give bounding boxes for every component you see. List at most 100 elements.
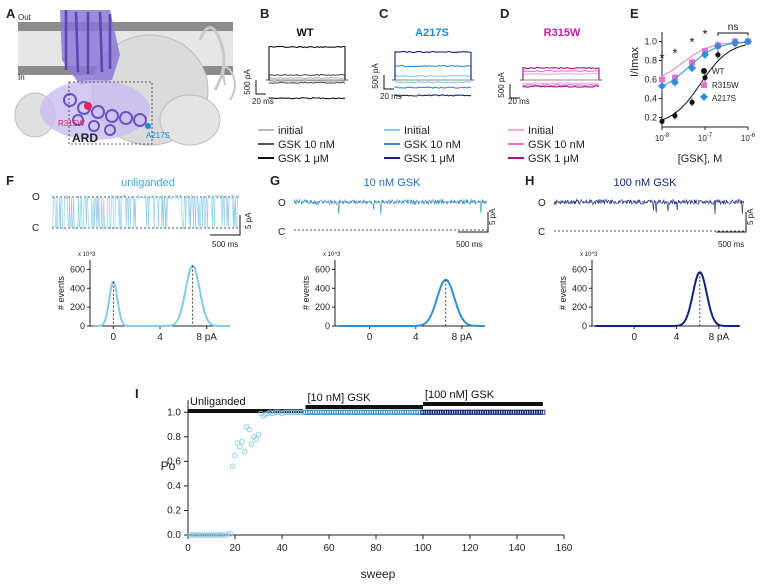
panel-h-title: 100 nM GSK: [614, 177, 678, 189]
x-tick-label: 60: [323, 543, 335, 554]
panel-d-traces: [520, 66, 602, 88]
panel-e-xlabel: [GSK], M: [678, 153, 723, 165]
condition-bar-2: [305, 405, 423, 409]
panel-e-legend: WT R315W A217S: [700, 67, 739, 103]
panel-g-scale-y: 5 pA: [488, 208, 497, 225]
legend-r315w-label: R315W: [712, 81, 739, 90]
panel-f-title: unliganded: [121, 177, 175, 189]
point-unliganded: [227, 531, 234, 537]
y-tick-label: 0.4: [644, 94, 657, 104]
x-tick-label: 0: [185, 543, 191, 554]
channel-structure-icon: [14, 10, 236, 146]
y-tick-label: 0.6: [644, 75, 657, 85]
panel-d-scale-y: 500 pA: [497, 72, 506, 98]
panel-h-scale-y: 5 pA: [746, 208, 755, 225]
point-unliganded: [236, 443, 243, 450]
y-tick-label: 1.0: [167, 407, 181, 418]
y-tick-label: 0: [80, 321, 85, 331]
panel-i-chart: 0.0 0.2 0.4 0.6 0.8 1.0 0 20 40 60 80 100 120 140 160 U…: [167, 389, 573, 554]
ard-label: ARD: [72, 131, 98, 145]
current-trace-neg-2: [394, 86, 472, 89]
panel-g-trace: [293, 198, 487, 231]
y-tick-label: 400: [315, 283, 330, 293]
panel-h-trace: [553, 198, 744, 232]
panel-letter-i: I: [135, 386, 139, 401]
point-100nm-gsk: [540, 409, 546, 415]
panel-c-title: A217S: [415, 27, 449, 39]
y-tick-label: 200: [315, 302, 330, 312]
y-tick-label: 600: [315, 264, 330, 274]
y-tick-label: 0.8: [644, 56, 657, 66]
panel-letter-h: H: [525, 173, 534, 188]
panel-e-plot-area: 0.2 0.4 0.6 0.8 1.0 10-8 10-7 10-6 * * * * ns: [644, 22, 755, 143]
ns-label: ns: [728, 22, 739, 33]
r315w-site-marker: [84, 102, 92, 110]
panel-g-scale-x: 500 ms: [456, 240, 482, 249]
panel-f-scalebar: 5 pA 500 ms: [210, 212, 253, 249]
panel-letter-f: F: [6, 173, 14, 188]
panel-c-scalebar: 500 pA 20 ms: [371, 63, 402, 101]
panel-g: 10 nM GSK O C 5 pA 500 ms: [278, 177, 497, 249]
panel-b-scale-y: 500 pA: [243, 69, 252, 95]
x-tick-label: 8 pA: [452, 332, 473, 343]
x-tick-label: 4: [157, 332, 163, 343]
x-tick-label: 140: [509, 543, 526, 554]
y-multiplier: x 10^3: [78, 252, 96, 258]
panel-letter-e: E: [630, 6, 639, 21]
panel-g-histogram: 0 200 400 600 0 4 8 pA # events x 10^3: [301, 252, 485, 343]
point-unliganded: [255, 431, 262, 438]
panel-g-scalebar: 5 pA 500 ms: [456, 208, 497, 249]
panel-h-scalebar: 5 pA 500 ms: [716, 208, 755, 249]
panel-e-ylabel: I/Imax: [629, 47, 641, 77]
panel-letter-a: A: [6, 6, 16, 21]
x-tick-label: 0: [632, 332, 638, 343]
condition-bar-1: [188, 409, 304, 413]
point-unliganded: [241, 448, 248, 455]
current-trace-neg-3: [522, 85, 600, 88]
current-trace-neg-1: [394, 81, 472, 84]
panel-d-legend: Initial GSK 10 nM GSK 1 μM: [508, 125, 585, 165]
current-trace-2: [266, 73, 348, 81]
point-a217s: [744, 37, 752, 46]
x-tick-label: 120: [462, 543, 479, 554]
histogram-curve: [595, 271, 740, 327]
panel-h-closed-label: C: [538, 227, 545, 238]
point-wt: [659, 118, 665, 124]
current-trace-1: [266, 76, 348, 81]
condition-label-2: [10 nM] GSK: [308, 392, 372, 404]
significance-star: *: [702, 27, 707, 42]
panel-c-scale-y: 500 pA: [371, 63, 380, 89]
point-a217s: [731, 38, 740, 47]
point-r315w: [671, 74, 678, 81]
x-tick-label: 20: [229, 543, 241, 554]
panel-a-structure: Out In ARD R315W A217S: [14, 10, 236, 146]
histogram-ylabel: # events: [56, 275, 66, 310]
panel-b-scale-x: 20 ms: [252, 97, 274, 106]
point-a217s: [713, 42, 722, 51]
channel-current: [51, 193, 240, 231]
y-tick-label: 400: [70, 283, 85, 293]
panel-c-legend-2: GSK 10 nM: [404, 139, 461, 151]
ard-box: [68, 81, 153, 145]
histogram-curve: [93, 264, 230, 327]
legend-wt-marker: [701, 68, 707, 74]
panel-f-scale-x: 500 ms: [212, 240, 238, 249]
current-trace-2: [520, 69, 602, 81]
x-tick-label: 0: [367, 332, 373, 343]
panel-letter-b: B: [260, 6, 269, 21]
panel-b-scalebar: 500 pA 20 ms: [243, 69, 274, 106]
point-unliganded: [253, 436, 259, 443]
point-r315w: [689, 59, 696, 66]
panel-g-title: 10 nM GSK: [364, 177, 422, 189]
point-r315w: [659, 76, 665, 83]
ns-bracket: [717, 32, 749, 36]
panel-c-legend-3: GSK 1 μM: [404, 153, 455, 165]
panel-b-legend-3: GSK 1 μM: [278, 153, 329, 165]
current-trace-1: [392, 74, 474, 81]
panel-d-legend-2: GSK 10 nM: [528, 139, 585, 151]
current-trace-1: [520, 72, 602, 81]
significance-star: *: [690, 34, 695, 49]
y-multiplier: x 10^3: [580, 252, 598, 258]
x-tick-label: 8 pA: [709, 332, 730, 343]
